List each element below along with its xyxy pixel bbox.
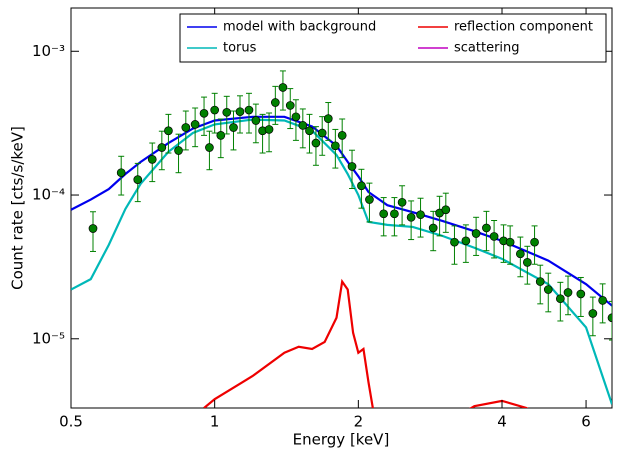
data-point — [147, 155, 157, 164]
y-tick-label: 10⁻³ — [32, 42, 65, 60]
data-point — [530, 237, 539, 247]
data-point — [116, 168, 126, 178]
y-axis-label: Count rate [cts/s/keV] — [9, 126, 27, 290]
x-tick-label: 6 — [581, 413, 591, 431]
data-point — [489, 232, 499, 241]
data-point — [461, 236, 471, 246]
data-point — [229, 123, 238, 132]
data-point — [205, 143, 214, 152]
x-tick-label: 0.5 — [59, 413, 83, 431]
data-point — [323, 114, 333, 123]
data-point — [210, 105, 220, 115]
x-tick-label: 1 — [210, 413, 220, 431]
legend-label: scattering — [454, 41, 520, 56]
data-point — [311, 138, 321, 148]
data-point — [298, 121, 308, 130]
legend-box — [179, 13, 607, 63]
data-point — [174, 146, 183, 155]
data-point — [190, 120, 200, 129]
data-point — [482, 223, 491, 233]
data-point — [278, 83, 288, 92]
data-point — [379, 209, 389, 219]
data-point — [607, 313, 612, 323]
data-point — [347, 162, 357, 171]
series-line — [203, 278, 529, 408]
legend-label: torus — [223, 41, 257, 56]
data-point — [270, 98, 280, 107]
data-point — [390, 209, 399, 219]
data-point — [164, 126, 173, 136]
axes: 0.5 1 2 4 6 10⁻⁵ 10⁻⁴ 10⁻³ — [32, 8, 612, 431]
data-point — [305, 126, 314, 136]
data-point — [406, 212, 416, 222]
data-point — [222, 107, 232, 117]
legend-label: reflection component — [454, 20, 593, 35]
x-axis-label: Energy [keV] — [293, 431, 390, 449]
data-point — [264, 125, 274, 134]
x-tick-label: 4 — [497, 413, 507, 431]
data-point — [522, 258, 532, 267]
data-point — [244, 105, 254, 115]
y-tick-label: 10⁻⁵ — [32, 329, 65, 347]
data-point — [505, 237, 515, 247]
data-point — [133, 175, 143, 184]
data-point — [428, 223, 438, 233]
plot-area — [71, 70, 612, 408]
legend: model with background reflection componen… — [187, 20, 593, 56]
data-point — [516, 249, 525, 259]
data-point — [337, 131, 347, 140]
data-point — [450, 237, 459, 247]
data-point — [588, 309, 598, 318]
data-point — [181, 123, 191, 132]
data-point — [397, 197, 407, 207]
data-point — [235, 107, 245, 117]
data-point — [251, 116, 261, 125]
plot-frame — [70, 7, 613, 409]
data-point — [576, 289, 586, 299]
data-point — [598, 296, 607, 305]
data-point — [88, 224, 98, 233]
data-point — [416, 210, 425, 220]
data-point — [563, 288, 573, 297]
data-point — [357, 181, 366, 191]
data-point — [330, 141, 340, 151]
data-point — [555, 294, 565, 304]
data-point — [471, 229, 481, 238]
data-point — [199, 108, 209, 118]
data-point — [317, 128, 327, 138]
data-point — [157, 143, 167, 152]
data-point — [291, 112, 301, 122]
legend-label: model with background — [223, 20, 376, 35]
data-point — [216, 131, 226, 140]
data-point — [365, 195, 374, 204]
data-point — [543, 285, 553, 294]
data-point — [441, 205, 451, 215]
series-line — [71, 118, 612, 405]
x-tick-label: 2 — [354, 413, 364, 431]
data-point — [535, 277, 545, 286]
data-point — [285, 101, 295, 110]
y-tick-label: 10⁻⁴ — [32, 186, 65, 204]
